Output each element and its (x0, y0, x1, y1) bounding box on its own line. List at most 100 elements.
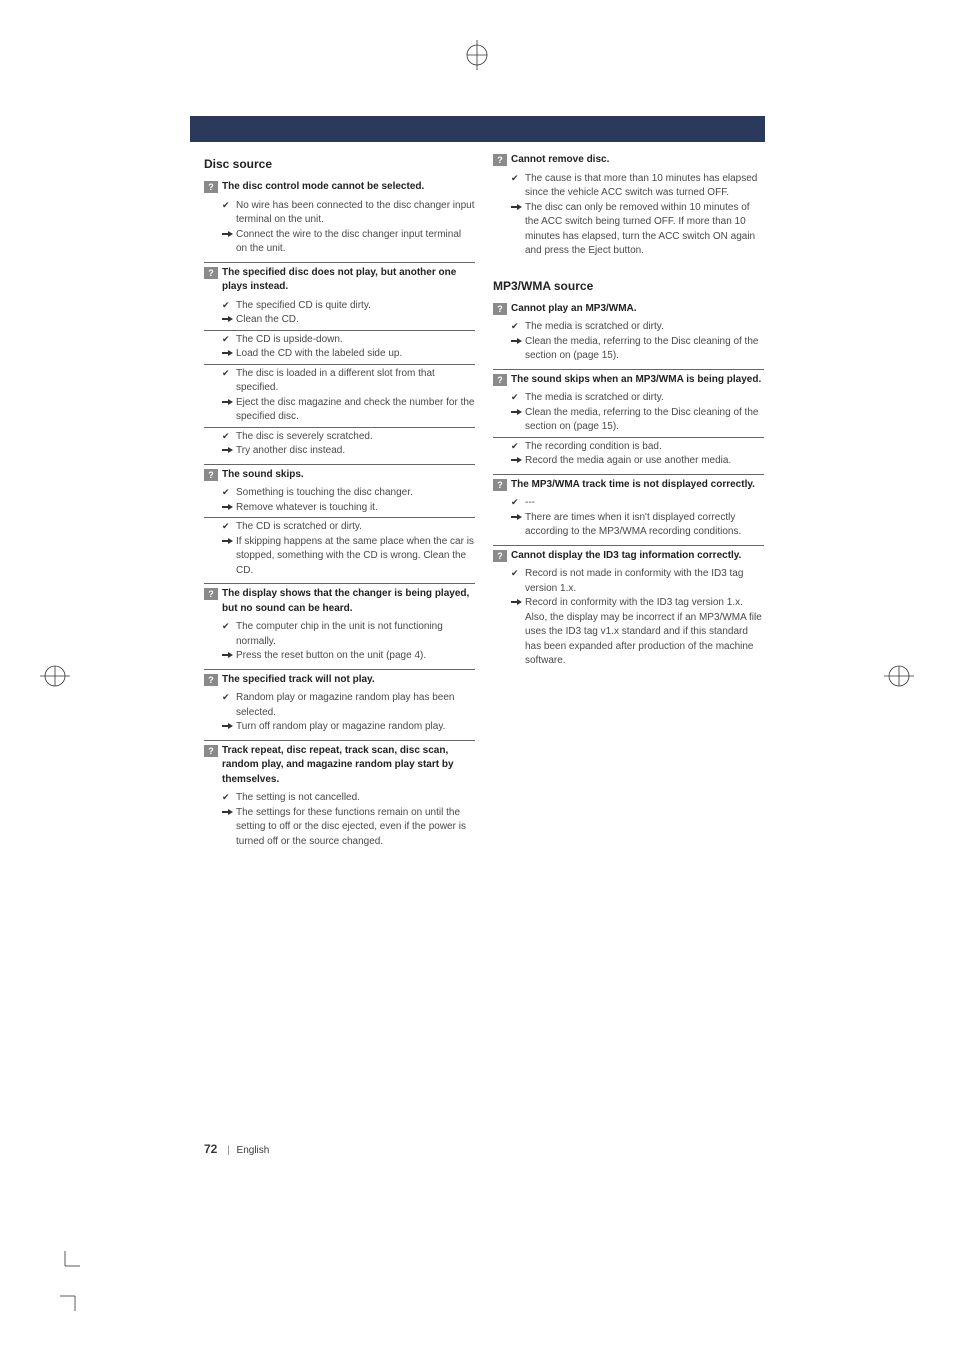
pointer-wrap (511, 201, 525, 216)
right-column: ? Cannot remove disc. The cause is that mo… (493, 150, 764, 854)
check-icon (511, 440, 525, 455)
trouble-item: ? The display shows that the changer is b… (204, 584, 475, 670)
cause-text: The computer chip in the unit is not fun… (236, 620, 475, 649)
trouble-title: The MP3/WMA track time is not displayed … (511, 478, 755, 493)
fix-text: Clean the CD. (236, 313, 475, 328)
pointer-icon (222, 446, 234, 454)
cause-fix-block: ---There are times when it isn't display… (493, 494, 764, 542)
extra-row: Also, the display may be incorrect if an… (493, 611, 764, 669)
cause-fix-block: The recording condition is bad.Record th… (493, 438, 764, 471)
fix-row: Connect the wire to the disc changer inp… (204, 228, 475, 257)
crop-mark-bl-corner-2 (60, 1281, 90, 1311)
pointer-wrap (222, 396, 236, 411)
fix-row: There are times when it isn't displayed … (493, 511, 764, 540)
fix-row: Clean the media, referring to the Disc c… (493, 335, 764, 364)
trouble-title: The display shows that the changer is be… (222, 587, 475, 616)
fix-row: Press the reset button on the unit (page… (204, 649, 475, 664)
pointer-wrap (222, 720, 236, 735)
content-area: Disc source?The disc control mode cannot… (204, 150, 764, 854)
fix-row: Record the media again or use another me… (493, 454, 764, 469)
pointer-wrap (222, 228, 236, 243)
fix-text: Turn off random play or magazine random … (236, 720, 475, 735)
cause-row: The setting is not cancelled. (204, 791, 475, 806)
check-icon (222, 367, 236, 382)
check-icon (222, 691, 236, 706)
check-icon (222, 791, 236, 806)
trouble-title-line: ?The sound skips. (204, 468, 475, 483)
fix-text: Press the reset button on the unit (page… (236, 649, 475, 664)
pointer-wrap (222, 806, 236, 821)
crop-mark-bl-corner (50, 1251, 80, 1281)
fix-text: Record in conformity with the ID3 tag ve… (525, 596, 764, 611)
fix-row: If skipping happens at the same place wh… (204, 535, 475, 579)
pointer-icon (511, 408, 523, 416)
fix-row: Try another disc instead. (204, 444, 475, 459)
pointer-wrap (222, 313, 236, 328)
cause-fix-block: The media is scratched or dirty.Clean th… (493, 389, 764, 437)
cause-text: Record is not made in conformity with th… (525, 567, 764, 596)
fix-text: Clean the media, referring to the Disc c… (525, 406, 764, 435)
question-mark-icon: ? (204, 745, 218, 757)
fix-text: Connect the wire to the disc changer inp… (236, 228, 475, 257)
cause-fix-block: No wire has been connected to the disc c… (204, 197, 475, 259)
trouble-title: Cannot remove disc. (511, 153, 609, 168)
fix-text: Eject the disc magazine and check the nu… (236, 396, 475, 425)
cause-text: Something is touching the disc changer. (236, 486, 475, 501)
check-icon (511, 567, 525, 582)
cause-fix-block: Something is touching the disc changer.R… (204, 484, 475, 517)
cause-row: Something is touching the disc changer. (204, 486, 475, 501)
check-icon (222, 620, 236, 635)
pointer-icon (222, 349, 234, 357)
question-mark-icon: ? (204, 267, 218, 279)
question-mark-icon: ? (493, 550, 507, 562)
fix-text: There are times when it isn't displayed … (525, 511, 764, 540)
pointer-wrap (511, 406, 525, 421)
question-mark-icon: ? (493, 374, 507, 386)
fix-text: Load the CD with the labeled side up. (236, 347, 475, 362)
question-mark-icon: ? (493, 154, 507, 166)
trouble-title-line: ?The specified track will not play. (204, 673, 475, 688)
pointer-wrap (511, 335, 525, 350)
section-heading-mp3: MP3/WMA source (493, 278, 764, 295)
trouble-item: ? Track repeat, disc repeat, track scan, … (204, 741, 475, 855)
cause-row: The recording condition is bad. (493, 440, 764, 455)
trouble-title: The specified track will not play. (222, 673, 375, 688)
check-icon (222, 520, 236, 535)
trouble-title-line: ? Track repeat, disc repeat, track scan, … (204, 744, 475, 788)
cause-text: The disc is loaded in a different slot f… (236, 367, 475, 396)
fix-text: Try another disc instead. (236, 444, 475, 459)
question-mark-icon: ? (204, 181, 218, 193)
trouble-item: ?The sound skips when an MP3/WMA is bein… (493, 370, 764, 475)
cause-row: The cause is that more than 10 minutes h… (493, 172, 764, 201)
question-mark-icon: ? (493, 303, 507, 315)
trouble-title-line: ?The MP3/WMA track time is not displayed… (493, 478, 764, 493)
cause-text: The media is scratched or dirty. (525, 391, 764, 406)
cause-row: --- (493, 496, 764, 511)
cause-row: The media is scratched or dirty. (493, 320, 764, 335)
pointer-wrap (222, 444, 236, 459)
fix-text: Remove whatever is touching it. (236, 501, 475, 516)
question-mark-icon: ? (204, 588, 218, 600)
cause-fix-block: Record is not made in conformity with th… (493, 565, 764, 671)
trouble-title-line: ?The specified disc does not play, but a… (204, 266, 475, 295)
trouble-item: ?The specified disc does not play, but a… (204, 263, 475, 465)
fix-row: The disc can only be removed within 10 m… (493, 201, 764, 259)
trouble-item: ?The specified track will not play. Rando… (204, 670, 475, 741)
cause-text: The recording condition is bad. (525, 440, 764, 455)
cause-text: Random play or magazine random play has … (236, 691, 475, 720)
trouble-title: Track repeat, disc repeat, track scan, d… (222, 744, 475, 788)
trouble-item: ?The sound skips.Something is touching t… (204, 465, 475, 585)
cause-row: The media is scratched or dirty. (493, 391, 764, 406)
trouble-item: ?Cannot display the ID3 tag information … (493, 546, 764, 674)
fix-row: Turn off random play or magazine random … (204, 720, 475, 735)
cause-text: The disc is severely scratched. (236, 430, 475, 445)
cause-text: The specified CD is quite dirty. (236, 299, 475, 314)
trouble-title-line: ? The display shows that the changer is b… (204, 587, 475, 616)
fix-row: Record in conformity with the ID3 tag ve… (493, 596, 764, 611)
pointer-wrap (511, 596, 525, 611)
pointer-icon (222, 651, 234, 659)
cause-text: The setting is not cancelled. (236, 791, 475, 806)
cause-text: The CD is scratched or dirty. (236, 520, 475, 535)
pointer-icon (222, 503, 234, 511)
cause-fix-block: The computer chip in the unit is not fun… (204, 618, 475, 666)
